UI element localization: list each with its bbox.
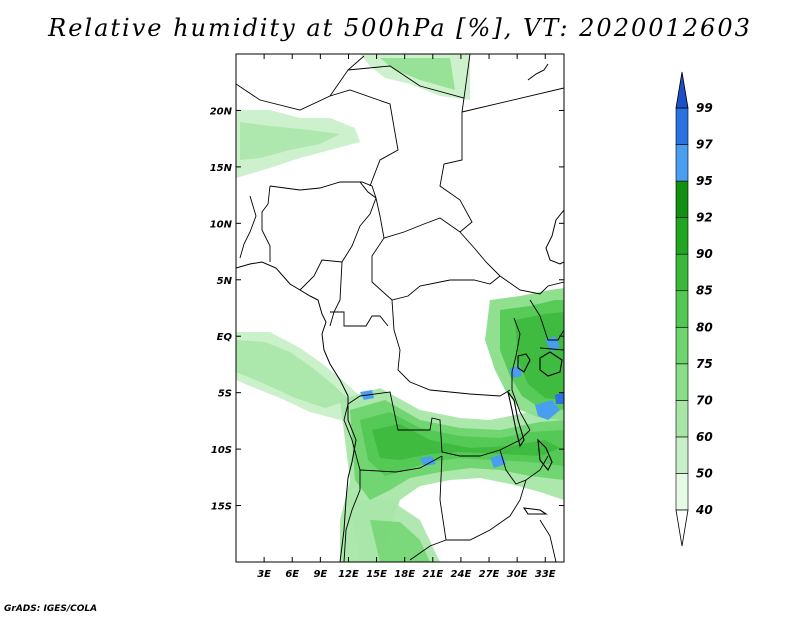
colorbar-label: 99 <box>696 101 713 115</box>
longitude-ticks: 3E 6E 9E 12E 15E 18E 21E 24E 27E 30E 33E <box>257 54 556 580</box>
colorbar-high-triangle <box>675 71 689 109</box>
colorbar-label: 90 <box>696 247 713 261</box>
colorbar-label: 50 <box>696 466 713 480</box>
colorbar-segment <box>675 363 689 401</box>
coastline <box>236 63 564 562</box>
lon-tick-label: 15E <box>366 569 387 580</box>
grads-credit: GrADS: IGES/COLA <box>4 604 98 614</box>
lakes <box>507 351 563 515</box>
lat-tick-label: EQ <box>217 332 233 343</box>
humidity-fields <box>236 54 564 562</box>
lon-tick-label: 6E <box>285 569 299 580</box>
lat-tick-label: 15N <box>210 163 233 174</box>
colorbar-label: 70 <box>696 393 713 407</box>
lon-tick-label: 3E <box>257 569 271 580</box>
colorbar-label: 80 <box>696 320 713 334</box>
lat-tick-label: 10N <box>210 219 233 230</box>
colorbar-label: 97 <box>696 138 713 152</box>
lon-tick-label: 9E <box>313 569 327 580</box>
colorbar-segment <box>675 290 689 328</box>
lon-tick-label: 21E <box>422 569 443 580</box>
lon-tick-label: 27E <box>479 569 500 580</box>
colorbar-label: 95 <box>696 174 713 188</box>
colorbar-segment <box>675 436 689 474</box>
colorbar-segment <box>675 473 689 511</box>
colorbar-label: 92 <box>696 211 713 225</box>
lon-tick-label: 33E <box>535 569 556 580</box>
colorbar-segment <box>675 253 689 292</box>
lon-tick-label: 24E <box>451 569 472 580</box>
map-frame <box>235 53 565 563</box>
latitude-ticks: 20N 15N 10N 5N EQ 5S 10S 15S <box>210 106 564 513</box>
lat-tick-label: 10S <box>211 445 232 456</box>
colorbar-segment <box>675 217 689 255</box>
lat-tick-label: 20N <box>210 106 233 117</box>
colorbar-segment <box>675 180 689 218</box>
colorbar: 40 50 60 70 75 80 85 90 92 95 97 99 <box>675 71 713 547</box>
lon-tick-label: 30E <box>507 569 528 580</box>
lat-tick-label: 5N <box>217 276 233 287</box>
lon-tick-label: 12E <box>338 569 359 580</box>
colorbar-low-triangle <box>675 509 689 547</box>
page-title: Relative humidity at 500hPa [%], VT: 202… <box>48 14 752 42</box>
lat-tick-label: 15S <box>211 502 232 513</box>
colorbar-label: 40 <box>695 503 713 517</box>
colorbar-segment <box>675 400 689 438</box>
colorbar-segment <box>675 107 689 145</box>
lat-tick-label: 5S <box>218 389 232 400</box>
colorbar-label: 75 <box>696 357 713 371</box>
colorbar-segment <box>675 326 689 365</box>
colorbar-label: 85 <box>696 284 713 298</box>
lon-tick-label: 18E <box>394 569 415 580</box>
colorbar-segment <box>675 144 689 182</box>
colorbar-label: 60 <box>696 430 713 444</box>
country-borders <box>236 54 564 562</box>
